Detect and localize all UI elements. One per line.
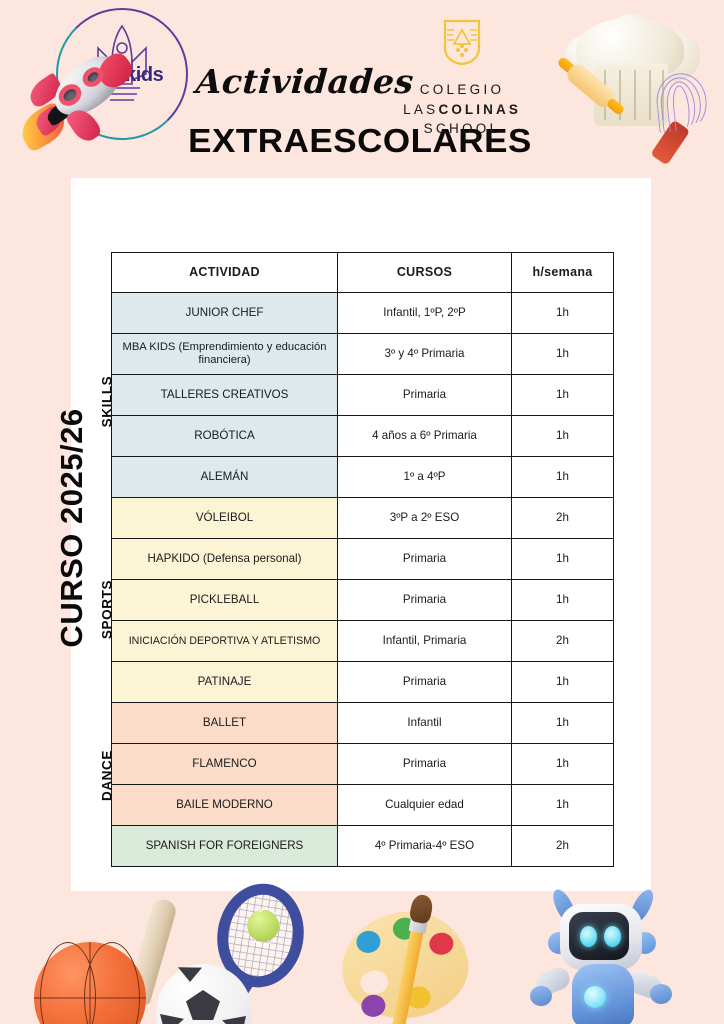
cell-courses: Cualquier edad bbox=[337, 784, 512, 826]
table-row[interactable]: HAPKIDO (Defensa personal) Primaria 1h bbox=[111, 538, 614, 580]
cell-activity: ROBÓTICA bbox=[111, 415, 338, 457]
cell-activity: HAPKIDO (Defensa personal) bbox=[111, 538, 338, 580]
cell-hours: 2h bbox=[511, 497, 614, 539]
cell-courses: Primaria bbox=[337, 374, 512, 416]
table-row[interactable]: SPANISH FOR FOREIGNERS 4º Primaria-4º ESO… bbox=[111, 825, 614, 867]
cell-activity: INICIACIÓN DEPORTIVA Y ATLETISMO bbox=[111, 620, 338, 662]
cell-courses: Primaria bbox=[337, 538, 512, 580]
cell-hours: 1h bbox=[511, 374, 614, 416]
table-row[interactable]: PICKLEBALL Primaria 1h bbox=[111, 579, 614, 621]
cell-hours: 1h bbox=[511, 292, 614, 334]
cell-courses: 4 años a 6º Primaria bbox=[337, 415, 512, 457]
table-row[interactable]: VÓLEIBOL 3ºP a 2º ESO 2h bbox=[111, 497, 614, 539]
logo-text-kids: kids bbox=[124, 64, 164, 86]
table-row[interactable]: BALLET Infantil 1h bbox=[111, 702, 614, 744]
cell-activity: SPANISH FOR FOREIGNERS bbox=[111, 825, 338, 867]
cell-courses: Primaria bbox=[337, 743, 512, 785]
cell-activity: VÓLEIBOL bbox=[111, 497, 338, 539]
robot-illustration bbox=[530, 886, 680, 1024]
school-name-line1: COLEGIO bbox=[419, 82, 505, 97]
cell-courses: 1º a 4ºP bbox=[337, 456, 512, 498]
cell-hours: 1h bbox=[511, 333, 614, 375]
robot-core-light bbox=[584, 986, 606, 1008]
table-row[interactable]: TALLERES CREATIVOS Primaria 1h bbox=[111, 374, 614, 416]
table-row[interactable]: ROBÓTICA 4 años a 6º Primaria 1h bbox=[111, 415, 614, 457]
school-logo: COLEGIO LASCOLINAS SCHOOL bbox=[396, 18, 528, 139]
page-title: EXTRAESCOLARES bbox=[188, 122, 532, 159]
table-row[interactable]: MBA KIDS (Emprendimiento y educación fin… bbox=[111, 333, 614, 375]
table-row[interactable]: JUNIOR CHEF Infantil, 1ºP, 2ºP 1h bbox=[111, 292, 614, 334]
robot-hand-right bbox=[650, 984, 672, 1004]
cell-courses: Infantil, Primaria bbox=[337, 620, 512, 662]
school-name-las: LAS bbox=[403, 101, 439, 117]
column-header-activity: ACTIVIDAD bbox=[111, 252, 338, 293]
table-row[interactable]: ALEMÁN 1º a 4ºP 1h bbox=[111, 456, 614, 498]
school-name-colinas: COLINAS bbox=[438, 101, 521, 117]
cell-hours: 1h bbox=[511, 415, 614, 457]
chef-hat-illustration bbox=[548, 14, 716, 172]
basketball-icon bbox=[34, 942, 146, 1024]
shield-crest-icon bbox=[443, 19, 481, 66]
cell-activity: TALLERES CREATIVOS bbox=[111, 374, 338, 416]
cell-activity: JUNIOR CHEF bbox=[111, 292, 338, 334]
cell-courses: 3º y 4º Primaria bbox=[337, 333, 512, 375]
cell-courses: 3ºP a 2º ESO bbox=[337, 497, 512, 539]
cell-hours: 1h bbox=[511, 456, 614, 498]
activities-table: ACTIVIDAD CURSOS h/semana JUNIOR CHEF Inf… bbox=[111, 252, 614, 867]
column-header-hours: h/semana bbox=[511, 252, 614, 293]
cell-courses: Primaria bbox=[337, 579, 512, 621]
cell-activity: BALLET bbox=[111, 702, 338, 744]
table-header-row: ACTIVIDAD CURSOS h/semana bbox=[111, 252, 614, 293]
bottom-decorations bbox=[0, 877, 724, 1024]
cell-hours: 1h bbox=[511, 579, 614, 621]
course-year-label: CURSO 2025/26 bbox=[54, 408, 89, 648]
cell-hours: 2h bbox=[511, 825, 614, 867]
robot-hand-left bbox=[530, 986, 552, 1006]
table-row[interactable]: INICIACIÓN DEPORTIVA Y ATLETISMO Infantil… bbox=[111, 620, 614, 662]
column-header-courses: CURSOS bbox=[337, 252, 512, 293]
cell-courses: Primaria bbox=[337, 661, 512, 703]
cell-courses: Infantil bbox=[337, 702, 512, 744]
cell-courses: Infantil, 1ºP, 2ºP bbox=[337, 292, 512, 334]
school-name-line2: LASCOLINAS bbox=[396, 100, 528, 120]
table-row[interactable]: FLAMENCO Primaria 1h bbox=[111, 743, 614, 785]
whisk-icon bbox=[636, 70, 714, 166]
logo-ring bbox=[56, 8, 188, 140]
script-title: Actividades bbox=[194, 62, 416, 101]
cell-hours: 1h bbox=[511, 661, 614, 703]
robot-eye-right bbox=[604, 926, 621, 947]
school-name-line3: SCHOOL bbox=[423, 121, 501, 137]
robot-eye-left bbox=[580, 926, 597, 947]
cell-hours: 2h bbox=[511, 620, 614, 662]
cell-activity: PATINAJE bbox=[111, 661, 338, 703]
cell-activity: MBA KIDS (Emprendimiento y educación fin… bbox=[111, 333, 338, 375]
cell-activity: FLAMENCO bbox=[111, 743, 338, 785]
cell-activity: PICKLEBALL bbox=[111, 579, 338, 621]
cell-hours: 1h bbox=[511, 538, 614, 580]
cell-activity: ALEMÁN bbox=[111, 456, 338, 498]
cell-activity: BAILE MODERNO bbox=[111, 784, 338, 826]
cell-hours: 1h bbox=[511, 702, 614, 744]
cell-hours: 1h bbox=[511, 784, 614, 826]
table-row[interactable]: BAILE MODERNO Cualquier edad 1h bbox=[111, 784, 614, 826]
cell-hours: 1h bbox=[511, 743, 614, 785]
rocket-3d-illustration bbox=[14, 45, 146, 170]
table-row[interactable]: PATINAJE Primaria 1h bbox=[111, 661, 614, 703]
cell-courses: 4º Primaria-4º ESO bbox=[337, 825, 512, 867]
